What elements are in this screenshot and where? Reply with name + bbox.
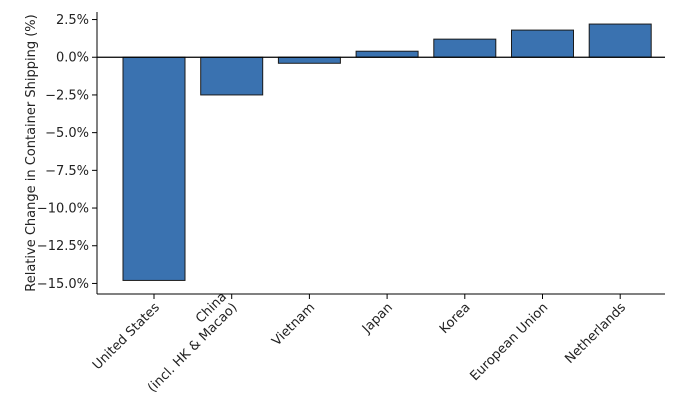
bar [200, 56, 264, 96]
y-axis-title: Relative Change in Container Shipping (%… [24, 14, 39, 291]
y-axis: 2.5% 0.0% −2.5% −5.0% −7.5% −10.0% −12.5% −15.0… [37, 13, 97, 292]
x-tick-label: United States [90, 300, 163, 373]
y-tick-label: −5.0% [45, 126, 89, 141]
y-tick-label: −7.5% [45, 164, 89, 179]
y-tick-label: 0.0% [56, 51, 89, 66]
bar [122, 56, 186, 281]
bar [277, 56, 341, 64]
y-tick-label: −15.0% [37, 277, 89, 292]
y-tick-label: −2.5% [45, 88, 89, 103]
bar [433, 38, 497, 58]
y-tick-label: −10.0% [37, 202, 89, 217]
x-tick-label: European Union [467, 300, 551, 384]
bars [122, 23, 652, 281]
bar [355, 50, 419, 58]
y-tick-label: 2.5% [56, 13, 89, 28]
x-tick-label: Netherlands [562, 300, 629, 367]
y-tick-label: −12.5% [37, 239, 89, 254]
axis-spines [96, 12, 665, 295]
bar [588, 23, 652, 58]
x-tick-label: Korea [437, 300, 474, 337]
bar [511, 29, 574, 58]
x-tick-label: Vietnam [269, 300, 318, 349]
x-axis: United States China(incl. HK & Macao) Viet… [90, 290, 629, 396]
x-tick-label: Japan [359, 300, 396, 337]
